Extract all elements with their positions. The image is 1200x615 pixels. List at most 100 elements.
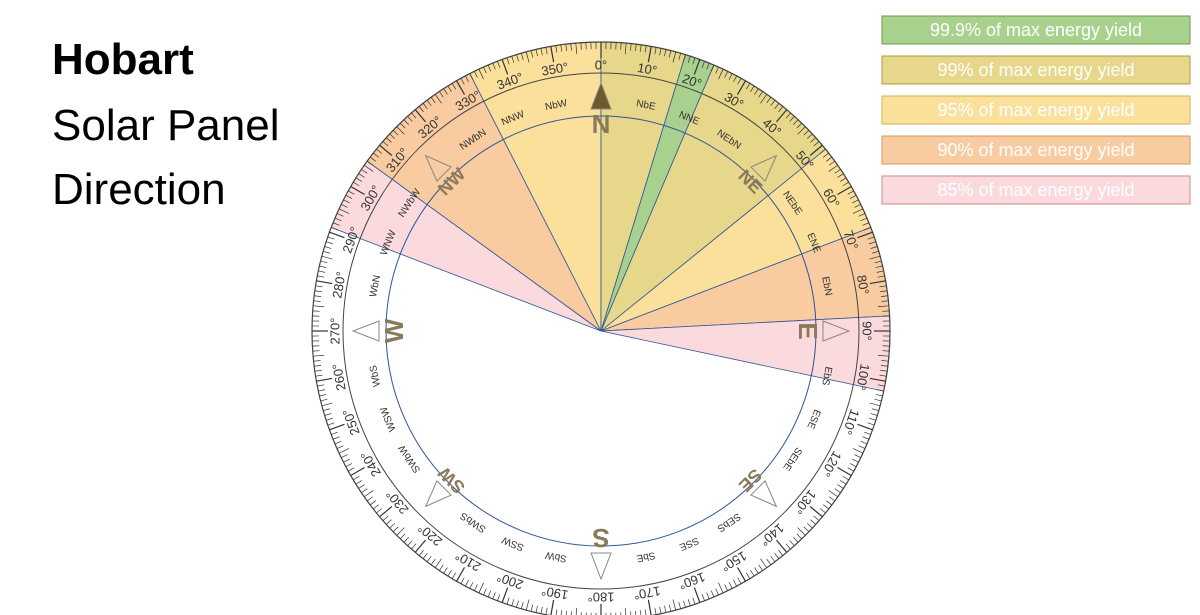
degree-tick [439,91,444,98]
degree-tick [487,590,492,598]
degree-tick [869,402,881,407]
degree-tick [803,526,810,533]
degree-tick [758,564,763,571]
degree-tick [530,50,534,58]
degree-tick [826,156,833,162]
degree-tick [774,103,780,109]
degree-tick [869,377,886,382]
degree-tick [678,53,681,61]
compass-point-label: WbN [368,274,383,298]
degree-tick [460,78,465,85]
degree-tick [345,463,353,467]
degree-tick [358,173,365,178]
degree-tick [314,369,322,372]
degree-tick [376,508,383,514]
degree-tick [789,115,795,122]
degree-tick [692,57,696,65]
degree-tick [659,48,662,56]
degree-tick [624,43,627,55]
degree-tick [426,556,432,563]
degree-tick [382,141,389,147]
degree-tick [376,148,383,154]
degree-tick [737,78,742,85]
degree-tick [492,592,496,600]
degree-tick [810,519,817,525]
degree-tick [635,610,637,615]
degree-tick [385,519,392,525]
degree-tick [465,75,469,83]
degree-tick [565,610,567,615]
degree-label: 20° [680,71,704,92]
pointer [590,81,612,110]
degree-tick [317,275,325,278]
compass-point-label: WbS [368,364,383,388]
compass-point-label: SbE [635,549,656,564]
compass-point-label: SbW [544,549,568,564]
degree-tick [313,305,325,308]
degree-tick [733,579,737,587]
degree-tick [876,270,884,273]
degree-tick [624,607,627,615]
legend-swatch [881,95,1191,125]
degree-tick [501,587,509,603]
degree-tick [560,44,563,52]
degree-tick [455,567,466,582]
degree-tick [348,467,355,472]
degree-tick [418,106,424,113]
degree-label: 180° [588,590,615,605]
compass-point-label: S [592,523,609,553]
degree-tick [545,47,548,55]
degree-tick [353,181,360,187]
pointer [351,320,380,342]
degree-tick [483,66,487,74]
degree-tick [875,394,883,397]
degree-tick [399,533,406,540]
pointer [424,154,452,182]
degree-tick [389,133,395,139]
degree-tick [343,458,350,463]
degree-label: 260° [329,363,348,392]
degree-tick [492,62,496,70]
degree-tick [525,599,530,611]
degree-tick [478,582,484,594]
degree-tick [478,68,484,80]
degree-tick [857,423,873,431]
degree-tick [785,543,791,550]
degree-tick [862,222,870,226]
degree-tick [460,577,465,584]
degree-tick [426,99,432,106]
degree-tick [443,567,448,574]
degree-tick [644,609,647,615]
degree-tick [382,515,389,521]
degree-tick [389,523,395,529]
degree-tick [313,360,321,362]
degree-tick [350,185,365,196]
degree-tick [399,122,406,129]
degree-tick [877,384,885,387]
degree-tick [430,96,436,104]
degree-tick [575,43,578,55]
degree-tick [565,44,567,52]
degree-tick [392,526,399,533]
degree-tick [774,553,780,559]
degree-tick [796,122,803,129]
degree-tick [497,594,501,601]
degree-tick [803,129,810,136]
degree-tick [701,594,705,601]
degree-tick [516,600,519,608]
degree-tick [728,582,733,589]
degree-tick [336,445,344,449]
degree-tick [314,365,322,367]
degree-tick [358,484,365,489]
degree-tick [324,413,332,416]
compass-point: SbE [635,549,656,564]
degree-tick [710,64,715,72]
degree-tick [766,558,772,566]
degree-tick [318,389,326,392]
degree-tick [511,56,515,63]
degree-tick [839,177,847,182]
degree-tick [361,169,368,174]
degree-tick [828,160,836,166]
degree-tick [724,584,729,591]
degree-tick [313,354,325,357]
